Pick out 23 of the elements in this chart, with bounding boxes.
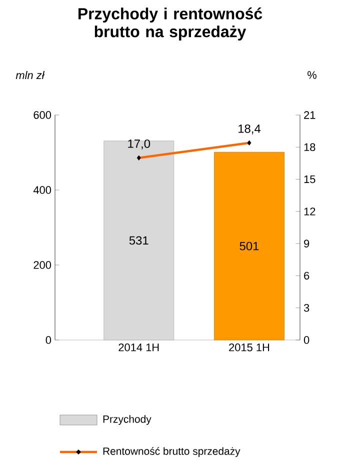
y2-axis-title: % [308,71,316,79]
data-label: 501 [240,242,259,250]
y2-tick-label: 15 [304,175,316,184]
chart-title: Przychody i rentowność brutto na sprzedaży [78,8,262,40]
y-tick-label: 200 [34,261,52,269]
legend-label: Przychody [103,415,152,425]
y-tick-label: 0 [46,336,52,344]
y2-tick-label: 12 [304,208,316,216]
y2-tick-label: 18 [304,143,316,152]
x-tick-label: 2015 1H [229,344,270,352]
data-label: 17,0 [128,139,150,150]
y2-tick-label: 9 [304,240,310,248]
data-label: 18,4 [238,124,261,134]
y-axis-title: mln zł [16,71,45,79]
data-label: 531 [129,236,148,245]
y2-tick-label: 21 [304,111,316,119]
y-tick-label: 600 [34,111,52,119]
y2-tick-label: 0 [304,336,310,344]
y2-tick-label: 6 [304,272,310,280]
y-tick-label: 400 [33,186,52,194]
legend-label: Rentowność brutto sprzedaży [103,447,240,457]
y2-tick-label: 3 [304,304,310,312]
x-tick-label: 2014 1H [118,344,159,352]
